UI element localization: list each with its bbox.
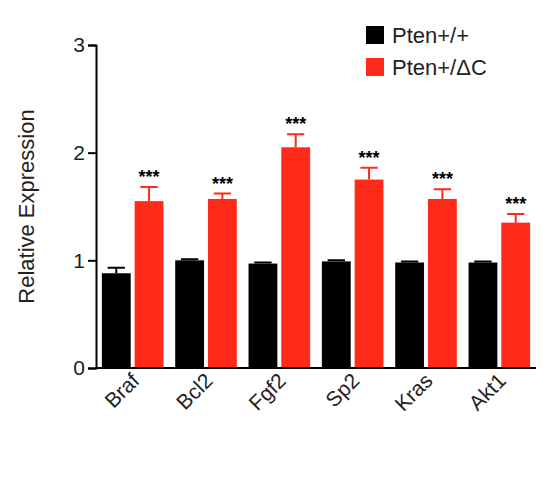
annotation: *** [432, 169, 453, 189]
bar [428, 199, 457, 368]
plot-area [102, 134, 530, 368]
error-bar [214, 194, 231, 199]
legend-swatch [366, 26, 384, 44]
bar [249, 264, 278, 368]
y-tick-mark [88, 368, 96, 370]
bar [102, 273, 131, 368]
x-tick: Fgf2 [244, 368, 290, 415]
y-tick-label: 2 [73, 141, 85, 164]
y-axis-title: Relative Expression [14, 109, 39, 303]
x-axis-line [96, 367, 536, 369]
x-tick: Braf [100, 368, 144, 412]
x-tick: Bcl2 [172, 368, 217, 414]
error-bar [328, 260, 345, 261]
series-bars [135, 134, 531, 368]
error-bar [434, 189, 451, 199]
x-axis: Braf Bcl2 Fgf2 Sp2 Kras Akt1 [96, 368, 536, 415]
bar [208, 199, 237, 368]
y-tick-label: 1 [73, 249, 85, 272]
annotation: *** [505, 194, 526, 214]
error-bar [254, 262, 271, 263]
x-tick-label: Kras [390, 369, 437, 416]
y-tick: 1 [73, 249, 96, 272]
x-tick-label: Fgf2 [244, 369, 290, 415]
bar [395, 262, 424, 368]
y-tick-mark [88, 260, 96, 262]
annotation: *** [212, 174, 233, 194]
bar [355, 180, 384, 368]
error-bar [287, 134, 304, 147]
chart: *** *** *** *** *** *** 0 1 2 3 Braf Bcl2 Fgf2 Sp2 Kra… [0, 0, 548, 478]
x-tick-label: Bcl2 [172, 369, 217, 414]
y-tick-label: 0 [73, 356, 85, 379]
bar [469, 262, 498, 368]
error-bar [181, 259, 198, 260]
y-tick: 3 [73, 33, 96, 56]
x-tick-label: Sp2 [321, 369, 364, 412]
legend: Pten+/+ Pten+/ΔC [366, 23, 487, 80]
annotation: *** [285, 114, 306, 134]
bar [135, 201, 164, 368]
x-tick-label: Akt1 [464, 369, 510, 415]
bar [322, 261, 351, 368]
y-axis-line [88, 46, 97, 369]
y-tick: 0 [73, 356, 96, 379]
bar [281, 147, 310, 368]
error-bar [474, 261, 491, 262]
y-tick-label: 3 [73, 33, 85, 56]
x-tick-label: Braf [100, 368, 144, 412]
x-tick: Sp2 [321, 368, 364, 411]
error-bar [401, 261, 418, 262]
error-bar [108, 268, 125, 273]
y-tick-mark [88, 152, 96, 154]
bar [501, 223, 530, 368]
annotation: *** [359, 148, 380, 168]
legend-label: Pten+/ΔC [392, 55, 487, 80]
y-axis: 0 1 2 3 [73, 33, 96, 379]
legend-label: Pten+/+ [392, 23, 469, 48]
error-bar [140, 187, 157, 201]
annotation: *** [139, 167, 160, 187]
y-tick: 2 [73, 141, 96, 164]
y-tick-mark [88, 45, 96, 47]
error-bar [360, 168, 377, 180]
bar [175, 260, 204, 368]
x-tick: Akt1 [464, 368, 510, 415]
x-tick: Kras [390, 368, 437, 415]
legend-swatch [366, 58, 384, 76]
error-bar [507, 214, 524, 223]
